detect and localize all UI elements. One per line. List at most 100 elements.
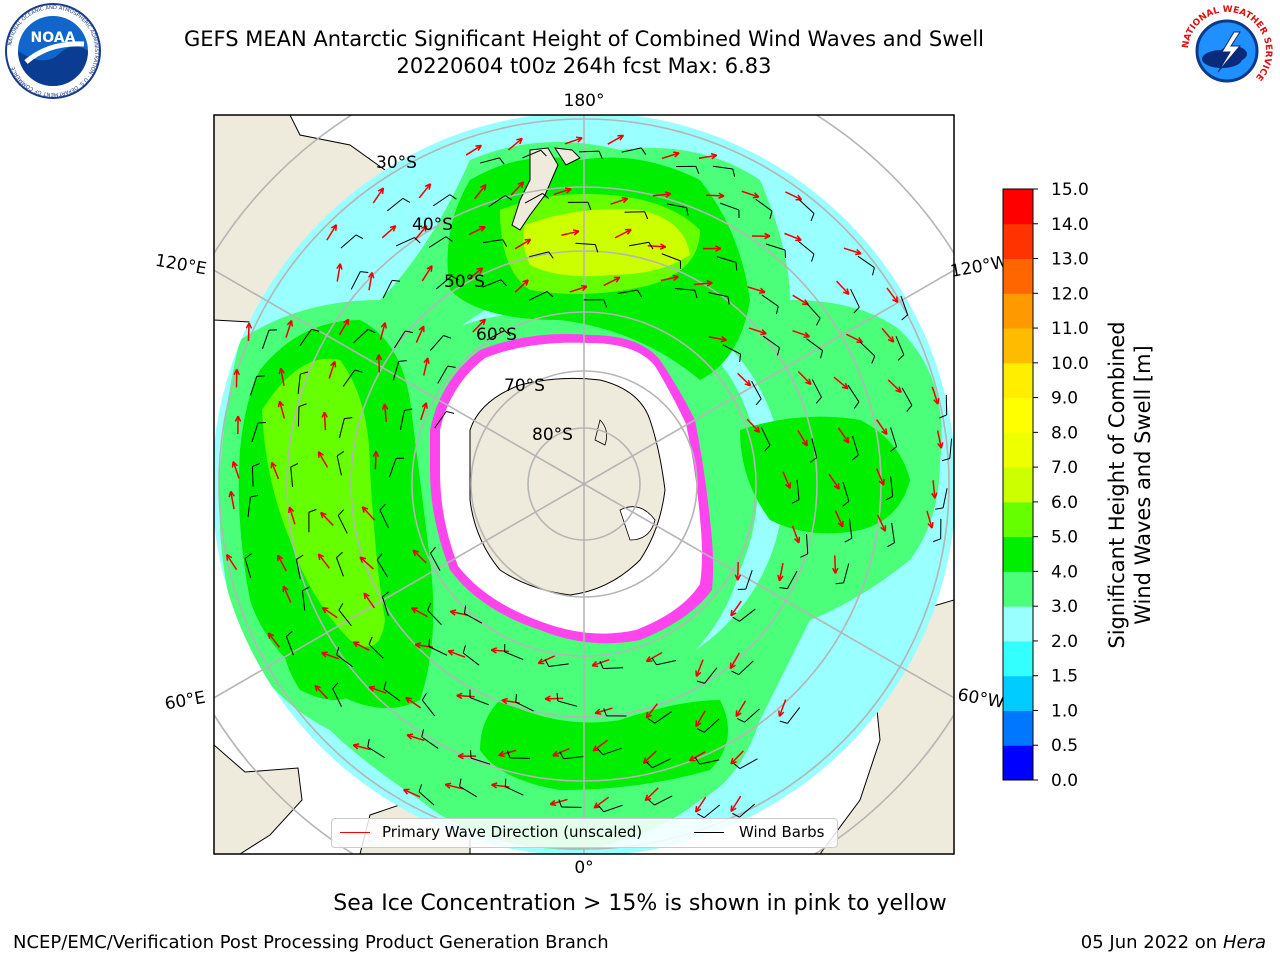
- wind-barb: [843, 563, 850, 583]
- wave-arrow-head: [734, 574, 739, 581]
- wave-arrow-head: [566, 188, 572, 194]
- wave-arrow-head: [336, 263, 341, 270]
- wind-barb-flag: [449, 194, 457, 200]
- wind-barb: [367, 746, 385, 759]
- wave-arrow: [447, 650, 466, 658]
- wave-arrow: [474, 184, 487, 200]
- wave-arrow-head: [334, 361, 337, 368]
- wind-barb: [891, 522, 895, 543]
- wave-arrow: [792, 294, 809, 306]
- wind-barb-flag: [500, 279, 507, 287]
- wave-arrow: [381, 225, 397, 239]
- wave-arrow: [785, 191, 802, 201]
- wind-barb-flag: [427, 602, 432, 611]
- wave-arrow-head: [392, 225, 397, 232]
- wind-barb-flag: [504, 330, 511, 337]
- wind-barb-flag: [851, 454, 859, 461]
- wave-arrow-head: [940, 442, 944, 449]
- wave-arrow-head: [881, 430, 888, 436]
- wave-arrow: [361, 506, 376, 521]
- wave-arrow-head: [267, 632, 271, 640]
- colorbar-segment: [1003, 640, 1033, 677]
- wind-barb: [739, 758, 758, 769]
- wind-barb-flag: [732, 812, 740, 818]
- wind-barb-flag: [764, 444, 771, 452]
- wave-arrow: [646, 651, 663, 663]
- wave-arrow-head: [844, 382, 849, 390]
- wind-barb: [418, 791, 435, 806]
- wave-arrow-head: [695, 720, 698, 727]
- wave-arrow-head: [406, 733, 414, 736]
- wave-arrow: [833, 376, 849, 390]
- wave-arrow-head: [330, 360, 336, 367]
- wave-arrow: [748, 327, 767, 335]
- wind-barb: [579, 150, 600, 153]
- wave-arrow-head: [482, 318, 487, 326]
- wave-arrow: [338, 318, 350, 336]
- wind-barb: [901, 387, 913, 406]
- wind-barb-flag: [418, 784, 423, 792]
- wind-barb: [811, 438, 818, 458]
- wave-arrow-head: [421, 402, 427, 408]
- wind-barb: [479, 157, 500, 164]
- wave-arrow: [661, 152, 680, 160]
- wind-barb: [900, 295, 909, 315]
- wave-arrow-head: [491, 784, 497, 789]
- wave-arrow-head: [582, 285, 588, 292]
- wave-arrow: [372, 187, 385, 204]
- wave-arrow-head: [761, 328, 767, 335]
- wave-arrow-head: [450, 609, 457, 613]
- wave-arrow-head: [520, 181, 525, 189]
- wind-barb-flag: [587, 202, 592, 210]
- wind-barb: [488, 195, 506, 208]
- wave-arrow-head: [619, 134, 625, 141]
- wave-arrow: [326, 224, 338, 241]
- wave-arrow-head: [544, 698, 551, 703]
- wind-barb: [674, 287, 695, 291]
- wind-barb-flag: [414, 237, 421, 244]
- wind-barb: [299, 329, 312, 346]
- wave-arrow-head: [234, 415, 239, 422]
- wave-arrow: [737, 372, 752, 387]
- new-zealand: [511, 147, 581, 231]
- wind-barb-flag: [300, 371, 309, 375]
- wind-barb: [842, 482, 850, 502]
- wave-arrow-head: [456, 692, 463, 697]
- wind-barb-flag: [651, 657, 657, 666]
- wind-barb-flag: [421, 729, 425, 738]
- wave-arrow: [230, 491, 235, 510]
- wind-barb-flag: [428, 638, 431, 647]
- wind-barb-flag: [376, 553, 383, 561]
- wave-arrow-head: [314, 684, 322, 689]
- wave-arrow-head: [592, 664, 599, 668]
- wave-arrow: [791, 525, 800, 544]
- wind-barb: [847, 384, 860, 403]
- wind-barb-flag: [598, 805, 605, 813]
- wind-barb: [399, 410, 405, 431]
- wind-barb: [806, 302, 821, 319]
- wind-barb-flag: [775, 306, 779, 315]
- footer-date-text: 05 Jun 2022 on: [1080, 932, 1218, 953]
- wave-arrow: [569, 285, 588, 293]
- wave-arrow-head: [833, 485, 840, 490]
- wave-arrow-head: [447, 650, 453, 656]
- wave-arrow-head: [592, 745, 597, 752]
- wave-arrow-head: [837, 483, 840, 490]
- wind-barb-flag: [733, 763, 741, 769]
- wave-arrow: [421, 265, 433, 282]
- wind-barb: [427, 609, 442, 625]
- wind-barb-flag: [296, 554, 304, 560]
- wave-arrow-head: [834, 567, 839, 574]
- wave-arrow-head: [753, 429, 760, 434]
- wave-arrow: [226, 554, 238, 571]
- wave-arrow-head: [591, 660, 597, 667]
- wind-barb-flag: [935, 507, 944, 510]
- wave-arrow: [845, 333, 863, 343]
- wind-barb: [342, 369, 356, 387]
- wind-barb: [716, 256, 737, 263]
- wind-barb: [464, 612, 483, 624]
- wind-barb: [244, 558, 252, 578]
- wind-barb-flag: [379, 503, 386, 511]
- wind-barb-flag: [252, 462, 260, 468]
- wave-arrow-head: [519, 138, 523, 145]
